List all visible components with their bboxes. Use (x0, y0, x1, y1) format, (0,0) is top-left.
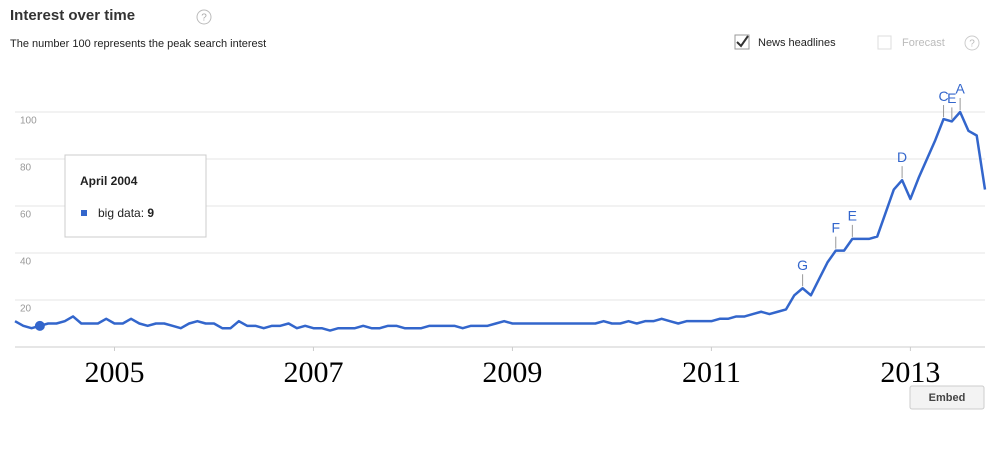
forecast-label: Forecast (902, 37, 945, 49)
tooltip-box (64, 154, 207, 238)
series-line (14, 110, 987, 332)
help-icon[interactable] (196, 9, 212, 25)
x-tick-label: 2013 (880, 356, 940, 389)
y-tick-label: 60 (20, 210, 32, 221)
tooltip-colon: : (141, 206, 148, 220)
y-tick-label: 100 (20, 116, 37, 127)
y-tick-label: 80 (20, 163, 32, 174)
tooltip-series: big data: 9 (98, 206, 154, 220)
annotation-label: F (831, 219, 840, 235)
check-mark (736, 35, 749, 48)
annotation-label: D (897, 149, 907, 165)
x-tick-label: 2011 (682, 356, 741, 389)
annotation-label: A (955, 81, 965, 97)
hover-point (34, 320, 45, 331)
help-text: ? (969, 39, 975, 50)
tooltip-swatch (81, 210, 87, 216)
title: Interest over time (10, 7, 135, 24)
subtitle: The number 100 represents the peak searc… (10, 38, 266, 50)
annotation-label: E (947, 90, 956, 106)
embed-button[interactable] (909, 385, 985, 410)
x-tick-label: 2005 (84, 356, 144, 389)
x-tick-label: 2009 (482, 356, 542, 389)
help-icon[interactable] (964, 35, 980, 51)
y-tick-label: 40 (20, 257, 32, 268)
x-tick-label: 2007 (283, 356, 343, 389)
tooltip: April 2004 big data: 9 (64, 154, 207, 238)
tooltip-value: 9 (147, 206, 154, 220)
annotation-label: G (797, 257, 808, 273)
y-tick-label: 20 (20, 304, 32, 315)
news-label: News headlines (758, 37, 836, 49)
annotation-label: E (848, 208, 857, 224)
forecast-checkbox[interactable] (877, 35, 892, 50)
tooltip-title: April 2004 (80, 174, 138, 188)
help-text: ? (201, 13, 207, 24)
tooltip-series-name: big data (98, 206, 141, 220)
embed-label: Embed (929, 392, 966, 404)
annotation-label: C (938, 88, 948, 104)
